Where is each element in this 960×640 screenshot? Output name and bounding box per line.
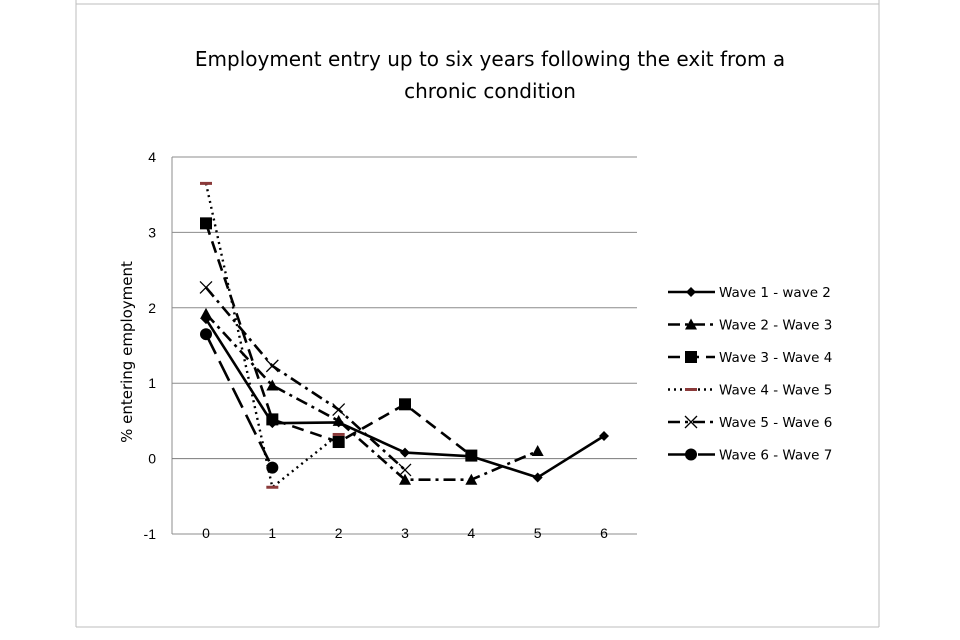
- x-tick-label: 1: [268, 525, 276, 541]
- series-line: [204, 333, 274, 469]
- y-tick-label: 0: [148, 451, 156, 467]
- series-3: [200, 217, 478, 462]
- y-axis-title: % entering employment: [118, 261, 136, 443]
- data-point: [266, 461, 279, 474]
- legend-label: Wave 6 - Wave 7: [719, 448, 832, 464]
- y-tick-label: -1: [144, 526, 157, 542]
- data-point: [400, 447, 410, 458]
- data-point: [266, 379, 279, 391]
- chart-title-line2: chronic condition: [404, 79, 576, 103]
- legend-label: Wave 1 - wave 2: [719, 285, 831, 301]
- x-tick-label: 3: [401, 525, 409, 541]
- series-line: [205, 312, 539, 482]
- data-point: [532, 472, 543, 483]
- data-point: [266, 413, 279, 426]
- legend-label: Wave 5 - Wave 6: [719, 415, 832, 431]
- x-tick-label: 2: [335, 525, 343, 541]
- series-group: [199, 181, 609, 489]
- legend-marker: [686, 287, 696, 297]
- legend-label: Wave 4 - Wave 5: [719, 383, 832, 399]
- data-point: [200, 328, 212, 341]
- x-tick-label: 4: [467, 525, 475, 541]
- series-4: [200, 181, 345, 489]
- chart-title-line1: Employment entry up to six years followi…: [195, 47, 785, 71]
- legend-label: Wave 2 - Wave 3: [719, 318, 832, 334]
- data-point: [531, 445, 544, 457]
- data-point: [599, 430, 609, 441]
- x-tick-label: 0: [202, 525, 210, 541]
- data-point: [465, 449, 478, 462]
- x-tick-label: 6: [600, 525, 608, 541]
- legend-marker: [685, 318, 697, 330]
- data-point: [465, 473, 478, 485]
- y-tick-label: 1: [148, 375, 156, 391]
- legend-marker: [684, 415, 698, 429]
- legend: Wave 1 - wave 2 Wave 2 - Wave 3 Wave 3 - W…: [668, 285, 832, 464]
- series-line: [205, 286, 406, 471]
- axes: -1 0 1 2 3 4 0 1 2 3 4 5 6: [144, 149, 637, 542]
- data-point: [399, 398, 411, 411]
- x-tick-label: 5: [534, 525, 542, 541]
- legend-item: Wave 1 - wave 2: [668, 285, 831, 301]
- legend-item: Wave 6 - Wave 7: [668, 448, 832, 464]
- data-point: [332, 414, 345, 426]
- data-point: [200, 307, 212, 319]
- y-tick-label: 4: [148, 149, 156, 165]
- legend-marker: [685, 448, 697, 461]
- legend-label: Wave 3 - Wave 4: [719, 350, 832, 366]
- data-point: [265, 359, 279, 373]
- series-1: [201, 314, 609, 483]
- series-5: [199, 280, 412, 477]
- y-tick-label: 3: [148, 224, 156, 240]
- data-point: [399, 473, 411, 485]
- data-point: [200, 217, 212, 230]
- legend-marker: [685, 351, 697, 363]
- data-point: [332, 436, 345, 449]
- data-point: [199, 280, 213, 294]
- legend-item: Wave 2 - Wave 3: [668, 318, 832, 334]
- legend-item: Wave 3 - Wave 4: [668, 350, 832, 366]
- series-2: [200, 307, 544, 485]
- series-line: [204, 183, 340, 489]
- data-point: [398, 463, 412, 477]
- y-tick-label: 2: [148, 300, 156, 316]
- legend-item: Wave 4 - Wave 5: [668, 383, 832, 399]
- legend-item: Wave 5 - Wave 6: [668, 415, 832, 431]
- series-6: [200, 328, 279, 474]
- data-point: [332, 403, 346, 417]
